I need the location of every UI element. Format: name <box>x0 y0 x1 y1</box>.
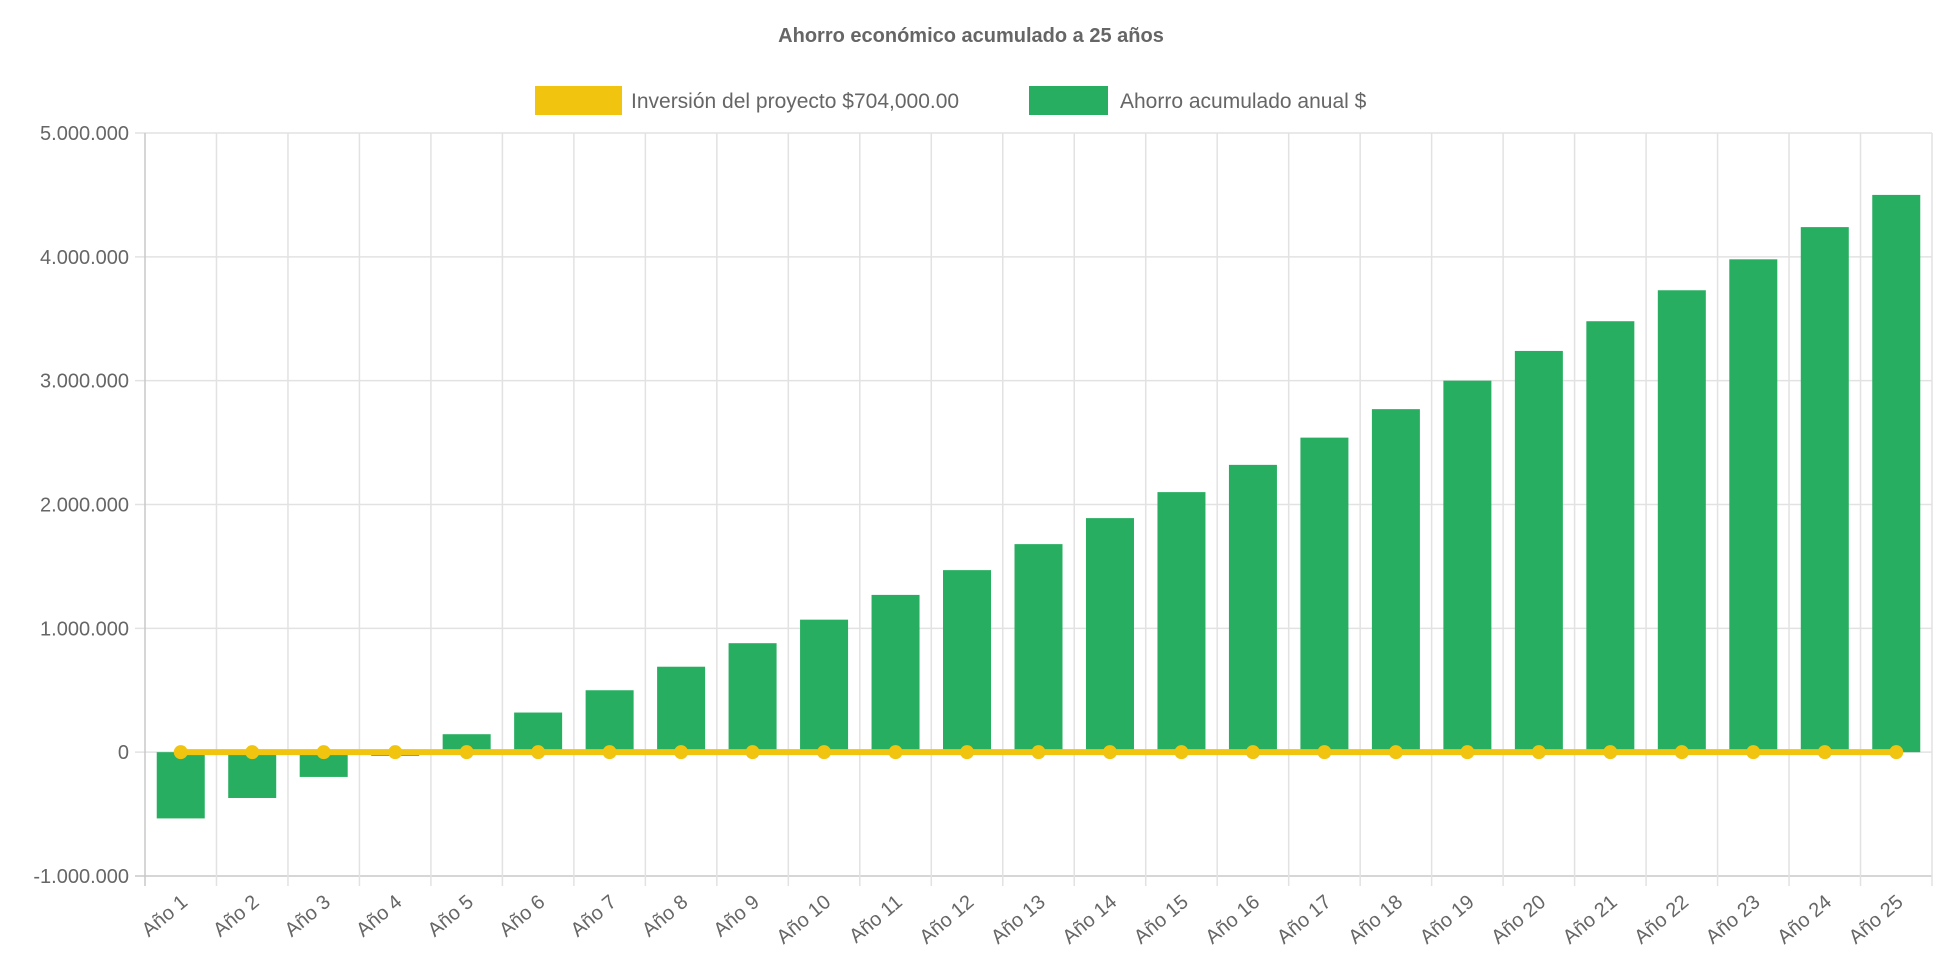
savings-bar <box>728 643 777 753</box>
savings-bar <box>1300 437 1349 753</box>
investment-point <box>1460 745 1475 760</box>
investment-point <box>1317 745 1332 760</box>
investment-point <box>388 745 403 760</box>
grid <box>135 132 1933 886</box>
investment-point <box>817 745 832 760</box>
y-tick-label: 0 <box>118 742 129 764</box>
x-tick-label: Año 20 <box>1487 891 1550 949</box>
investment-point <box>674 745 689 760</box>
x-tick-label: Año 8 <box>638 891 692 941</box>
savings-bar <box>1800 227 1849 753</box>
legend[interactable]: Inversión del proyecto $704,000.00 Ahorr… <box>535 86 1367 115</box>
savings-bar <box>1014 544 1063 753</box>
investment-point <box>173 745 188 760</box>
savings-bar <box>800 619 849 753</box>
y-tick-label: -1.000.000 <box>33 866 129 888</box>
savings-bar <box>1443 380 1492 753</box>
investment-line <box>173 745 1904 760</box>
x-tick-label: Año 16 <box>1201 891 1264 949</box>
savings-bar <box>228 752 277 798</box>
x-tick-label: Año 19 <box>1416 891 1479 949</box>
savings-bar <box>1586 321 1635 753</box>
savings-bar <box>1872 194 1921 753</box>
y-tick-label: 1.000.000 <box>40 618 129 640</box>
x-tick-label: Año 14 <box>1058 891 1121 949</box>
x-tick-label: Año 1 <box>138 891 192 941</box>
y-axis: -1.000.000 0 1.000.000 2.000.000 3.000.000 4.… <box>33 123 129 888</box>
x-tick-label: Año 21 <box>1559 891 1622 949</box>
investment-point <box>602 745 617 760</box>
legend-swatch-savings <box>1029 86 1108 115</box>
x-tick-label: Año 25 <box>1845 891 1908 949</box>
investment-point <box>745 745 760 760</box>
legend-label-savings: Ahorro acumulado anual $ <box>1120 90 1367 113</box>
x-tick-label: Año 13 <box>987 891 1050 949</box>
x-tick-label: Año 5 <box>424 891 478 941</box>
y-tick-label: 4.000.000 <box>40 247 129 269</box>
x-tick-label: Año 2 <box>209 891 263 941</box>
bars <box>156 194 1921 819</box>
x-axis: Año 1 Año 2 Año 3 Año 4 Año 5 Año 6 Año 7 Año 8… <box>138 891 1908 949</box>
investment-point <box>1174 745 1189 760</box>
savings-bar <box>1085 518 1134 753</box>
chart-title: Ahorro económico acumulado a 25 años <box>778 25 1164 47</box>
y-tick-label: 2.000.000 <box>40 495 129 517</box>
legend-item-investment[interactable]: Inversión del proyecto $704,000.00 <box>535 86 959 115</box>
y-tick-label: 5.000.000 <box>40 123 129 145</box>
savings-bar <box>585 690 634 753</box>
investment-point <box>1603 745 1618 760</box>
savings-bar <box>1657 290 1706 753</box>
investment-point <box>1674 745 1689 760</box>
x-tick-label: Año 23 <box>1702 891 1765 949</box>
investment-point <box>888 745 903 760</box>
savings-bar <box>1157 492 1206 753</box>
x-tick-label: Año 7 <box>567 891 621 941</box>
savings-bar <box>1228 464 1277 753</box>
x-tick-label: Año 24 <box>1773 891 1836 949</box>
investment-point <box>1746 745 1761 760</box>
legend-item-savings[interactable]: Ahorro acumulado anual $ <box>1029 86 1367 115</box>
investment-point <box>1889 745 1904 760</box>
y-tick-label: 3.000.000 <box>40 371 129 393</box>
investment-point <box>1531 745 1546 760</box>
savings-bar <box>943 570 992 753</box>
x-tick-label: Año 6 <box>495 891 549 941</box>
savings-bar <box>657 666 706 753</box>
investment-point <box>531 745 546 760</box>
x-tick-label: Año 10 <box>773 891 836 949</box>
x-tick-label: Año 12 <box>916 891 979 949</box>
investment-point <box>316 745 331 760</box>
investment-point <box>1245 745 1260 760</box>
investment-point <box>1817 745 1832 760</box>
investment-point <box>1102 745 1117 760</box>
savings-bar <box>442 734 491 753</box>
investment-point <box>960 745 975 760</box>
legend-label-investment: Inversión del proyecto $704,000.00 <box>631 90 959 113</box>
legend-swatch-investment <box>535 86 622 115</box>
savings-bar <box>156 752 205 819</box>
investment-point <box>1031 745 1046 760</box>
x-tick-label: Año 4 <box>352 891 406 941</box>
investment-point <box>459 745 474 760</box>
savings-bar <box>1371 409 1420 753</box>
x-tick-label: Año 3 <box>281 891 335 941</box>
investment-point <box>245 745 260 760</box>
savings-bar <box>1729 259 1778 753</box>
x-tick-label: Año 22 <box>1630 891 1693 949</box>
x-tick-label: Año 11 <box>845 891 907 948</box>
savings-bar <box>871 594 920 753</box>
x-tick-label: Año 9 <box>710 891 764 941</box>
x-tick-label: Año 18 <box>1344 891 1407 949</box>
x-tick-label: Año 15 <box>1130 891 1193 949</box>
x-tick-label: Año 17 <box>1273 891 1336 949</box>
savings-bar <box>1514 350 1563 753</box>
investment-point <box>1388 745 1403 760</box>
